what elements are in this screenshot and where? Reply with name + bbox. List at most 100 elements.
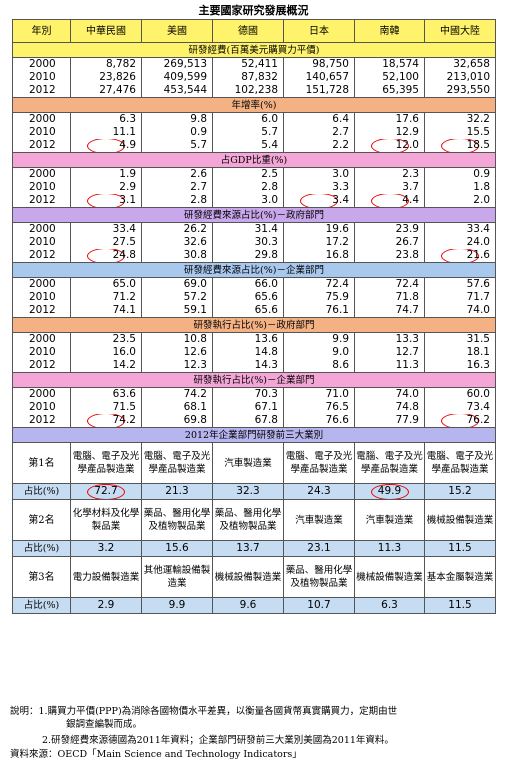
value-cell: 13.3 <box>354 332 425 346</box>
note-2: 2.研發經費來源德國為2011年資料；企業部門研發前三大業別美國為2011年資料… <box>42 735 394 746</box>
industry-name-cell: 藥品、醫用化學及植物製品業 <box>212 499 284 541</box>
highlighted-value-cell: 74.2 <box>70 414 142 428</box>
industry-name-cell: 電腦、電子及光學產品製造業 <box>141 442 213 484</box>
value-cell: 23.8 <box>354 249 425 263</box>
value-cell: 3.3 <box>283 181 355 194</box>
value-cell: 19.6 <box>283 222 355 236</box>
value-cell: 57.2 <box>141 291 213 304</box>
section-header: 研發經費(百萬美元購買力平價) <box>12 42 496 58</box>
value-cell: 74.8 <box>354 401 425 414</box>
value: 4.4 <box>402 194 419 206</box>
ratio-cell: 2.9 <box>70 597 142 614</box>
ratio-cell: 15.2 <box>424 483 496 500</box>
industry-name-cell: 其他運輸設備製造業 <box>141 556 213 598</box>
value-cell: 14.2 <box>70 359 142 373</box>
industry-name-cell: 機械設備製造業 <box>354 556 425 598</box>
value-cell: 2.5 <box>212 167 284 181</box>
industry-name-cell: 機械設備製造業 <box>212 556 284 598</box>
value-cell: 60.0 <box>424 387 496 401</box>
value-cell: 71.5 <box>70 401 142 414</box>
ratio-cell: 24.3 <box>283 483 355 500</box>
industry-name-cell: 電腦、電子及光學產品製造業 <box>424 442 496 484</box>
value-cell: 102,238 <box>212 84 284 98</box>
value-cell: 151,728 <box>283 84 355 98</box>
value-cell: 77.9 <box>354 414 425 428</box>
table-row: 2000 23.5 10.8 13.6 9.9 13.3 31.5 <box>12 332 496 346</box>
highlighted-value-cell: 18.5 <box>424 139 496 153</box>
section-label: 研發經費來源占比(%)－企業部門 <box>12 262 496 278</box>
highlighted-value-cell: 3.4 <box>283 194 355 208</box>
table-row: 2012 4.9 5.7 5.4 2.2 12.0 18.5 <box>12 139 496 153</box>
value-cell: 74.0 <box>424 304 496 318</box>
value-cell: 10.8 <box>141 332 213 346</box>
value-cell: 74.2 <box>141 387 213 401</box>
table-row: 2010 11.1 0.9 5.7 2.7 12.9 15.5 <box>12 126 496 139</box>
highlighted-ratio-cell: 49.9 <box>354 483 425 500</box>
value-cell: 26.7 <box>354 236 425 249</box>
value: 21.6 <box>466 249 490 261</box>
section-header: 研發經費來源占比(%)－企業部門 <box>12 262 496 278</box>
year-cell: 2000 <box>12 332 71 346</box>
ratio-cell: 11.5 <box>424 540 496 557</box>
year-cell: 2000 <box>12 167 71 181</box>
red-circle-mark <box>370 139 409 152</box>
ratio-cell: 13.7 <box>212 540 284 557</box>
value-cell: 16.3 <box>424 359 496 373</box>
value-cell: 52,411 <box>212 57 284 71</box>
value-cell: 33.4 <box>70 222 142 236</box>
industry-rank-row: 第1名 電腦、電子及光學產品製造業 電腦、電子及光學產品製造業 汽車製造業 電腦、電子及… <box>12 442 496 484</box>
header-row: 年別 中華民國 美國 德國 日本 南韓 中國大陸 <box>12 19 496 43</box>
table-row: 2000 6.3 9.8 6.0 6.4 17.6 32.2 <box>12 112 496 126</box>
red-circle-mark <box>441 139 479 152</box>
red-circle-mark <box>87 249 125 262</box>
value-cell: 2.6 <box>141 167 213 181</box>
value-cell: 72.4 <box>354 277 425 291</box>
value-cell: 69.0 <box>141 277 213 291</box>
value: 18.5 <box>466 139 490 151</box>
year-cell: 2010 <box>12 346 71 359</box>
year-cell: 2000 <box>12 277 71 291</box>
red-circle-mark <box>441 249 479 262</box>
note-1: 說明：1.購買力平價(PPP)為消除各國物價水平差異，以衡量各國貨幣真實購買力，… <box>10 706 398 717</box>
value-cell: 26.2 <box>141 222 213 236</box>
table-row: 2012 74.2 69.8 67.8 76.6 77.9 76.2 <box>12 414 496 428</box>
year-cell: 2012 <box>12 414 71 428</box>
industry-name-cell: 藥品、醫用化學及植物製品業 <box>283 556 355 598</box>
value-cell: 12.7 <box>354 346 425 359</box>
value: 74.2 <box>112 414 136 426</box>
value-cell: 30.3 <box>212 236 284 249</box>
value-cell: 3.0 <box>212 194 284 208</box>
value-cell: 98,750 <box>283 57 355 71</box>
value-cell: 67.1 <box>212 401 284 414</box>
value-cell: 70.3 <box>212 387 284 401</box>
value-cell: 27,476 <box>70 84 142 98</box>
industry-rank-row: 第3名 電力設備製造業 其他運輸設備製造業 機械設備製造業 藥品、醫用化學及植物製品業機… <box>12 556 496 598</box>
value-cell: 1.9 <box>70 167 142 181</box>
note-1-cont: 銀調查編製而成。 <box>66 719 143 730</box>
value-cell: 24.0 <box>424 236 496 249</box>
section-label: 研發經費來源占比(%)－政府部門 <box>12 207 496 223</box>
value-cell: 32.6 <box>141 236 213 249</box>
value-cell: 16.8 <box>283 249 355 263</box>
ratio-label: 占比(%) <box>12 483 71 500</box>
value-cell: 31.5 <box>424 332 496 346</box>
industry-name-cell: 汽車製造業 <box>283 499 355 541</box>
ratio-cell: 21.3 <box>141 483 213 500</box>
year-cell: 2000 <box>12 57 71 71</box>
value-cell: 2.3 <box>354 167 425 181</box>
value-cell: 63.6 <box>70 387 142 401</box>
table-row: 2000 1.9 2.6 2.5 3.0 2.3 0.9 <box>12 167 496 181</box>
value-cell: 32.2 <box>424 112 496 126</box>
value-cell: 15.5 <box>424 126 496 139</box>
red-circle-mark <box>300 194 338 207</box>
value-cell: 74.7 <box>354 304 425 318</box>
value-cell: 213,010 <box>424 71 496 84</box>
industry-name-cell: 電腦、電子及光學產品製造業 <box>70 442 142 484</box>
table-row: 2010 27.5 32.6 30.3 17.2 26.7 24.0 <box>12 236 496 249</box>
value-cell: 9.8 <box>141 112 213 126</box>
value-cell: 6.3 <box>70 112 142 126</box>
section-header: 研發經費來源占比(%)－政府部門 <box>12 207 496 223</box>
highlighted-value-cell: 21.6 <box>424 249 496 263</box>
year-cell: 2012 <box>12 359 71 373</box>
value-cell: 52,100 <box>354 71 425 84</box>
